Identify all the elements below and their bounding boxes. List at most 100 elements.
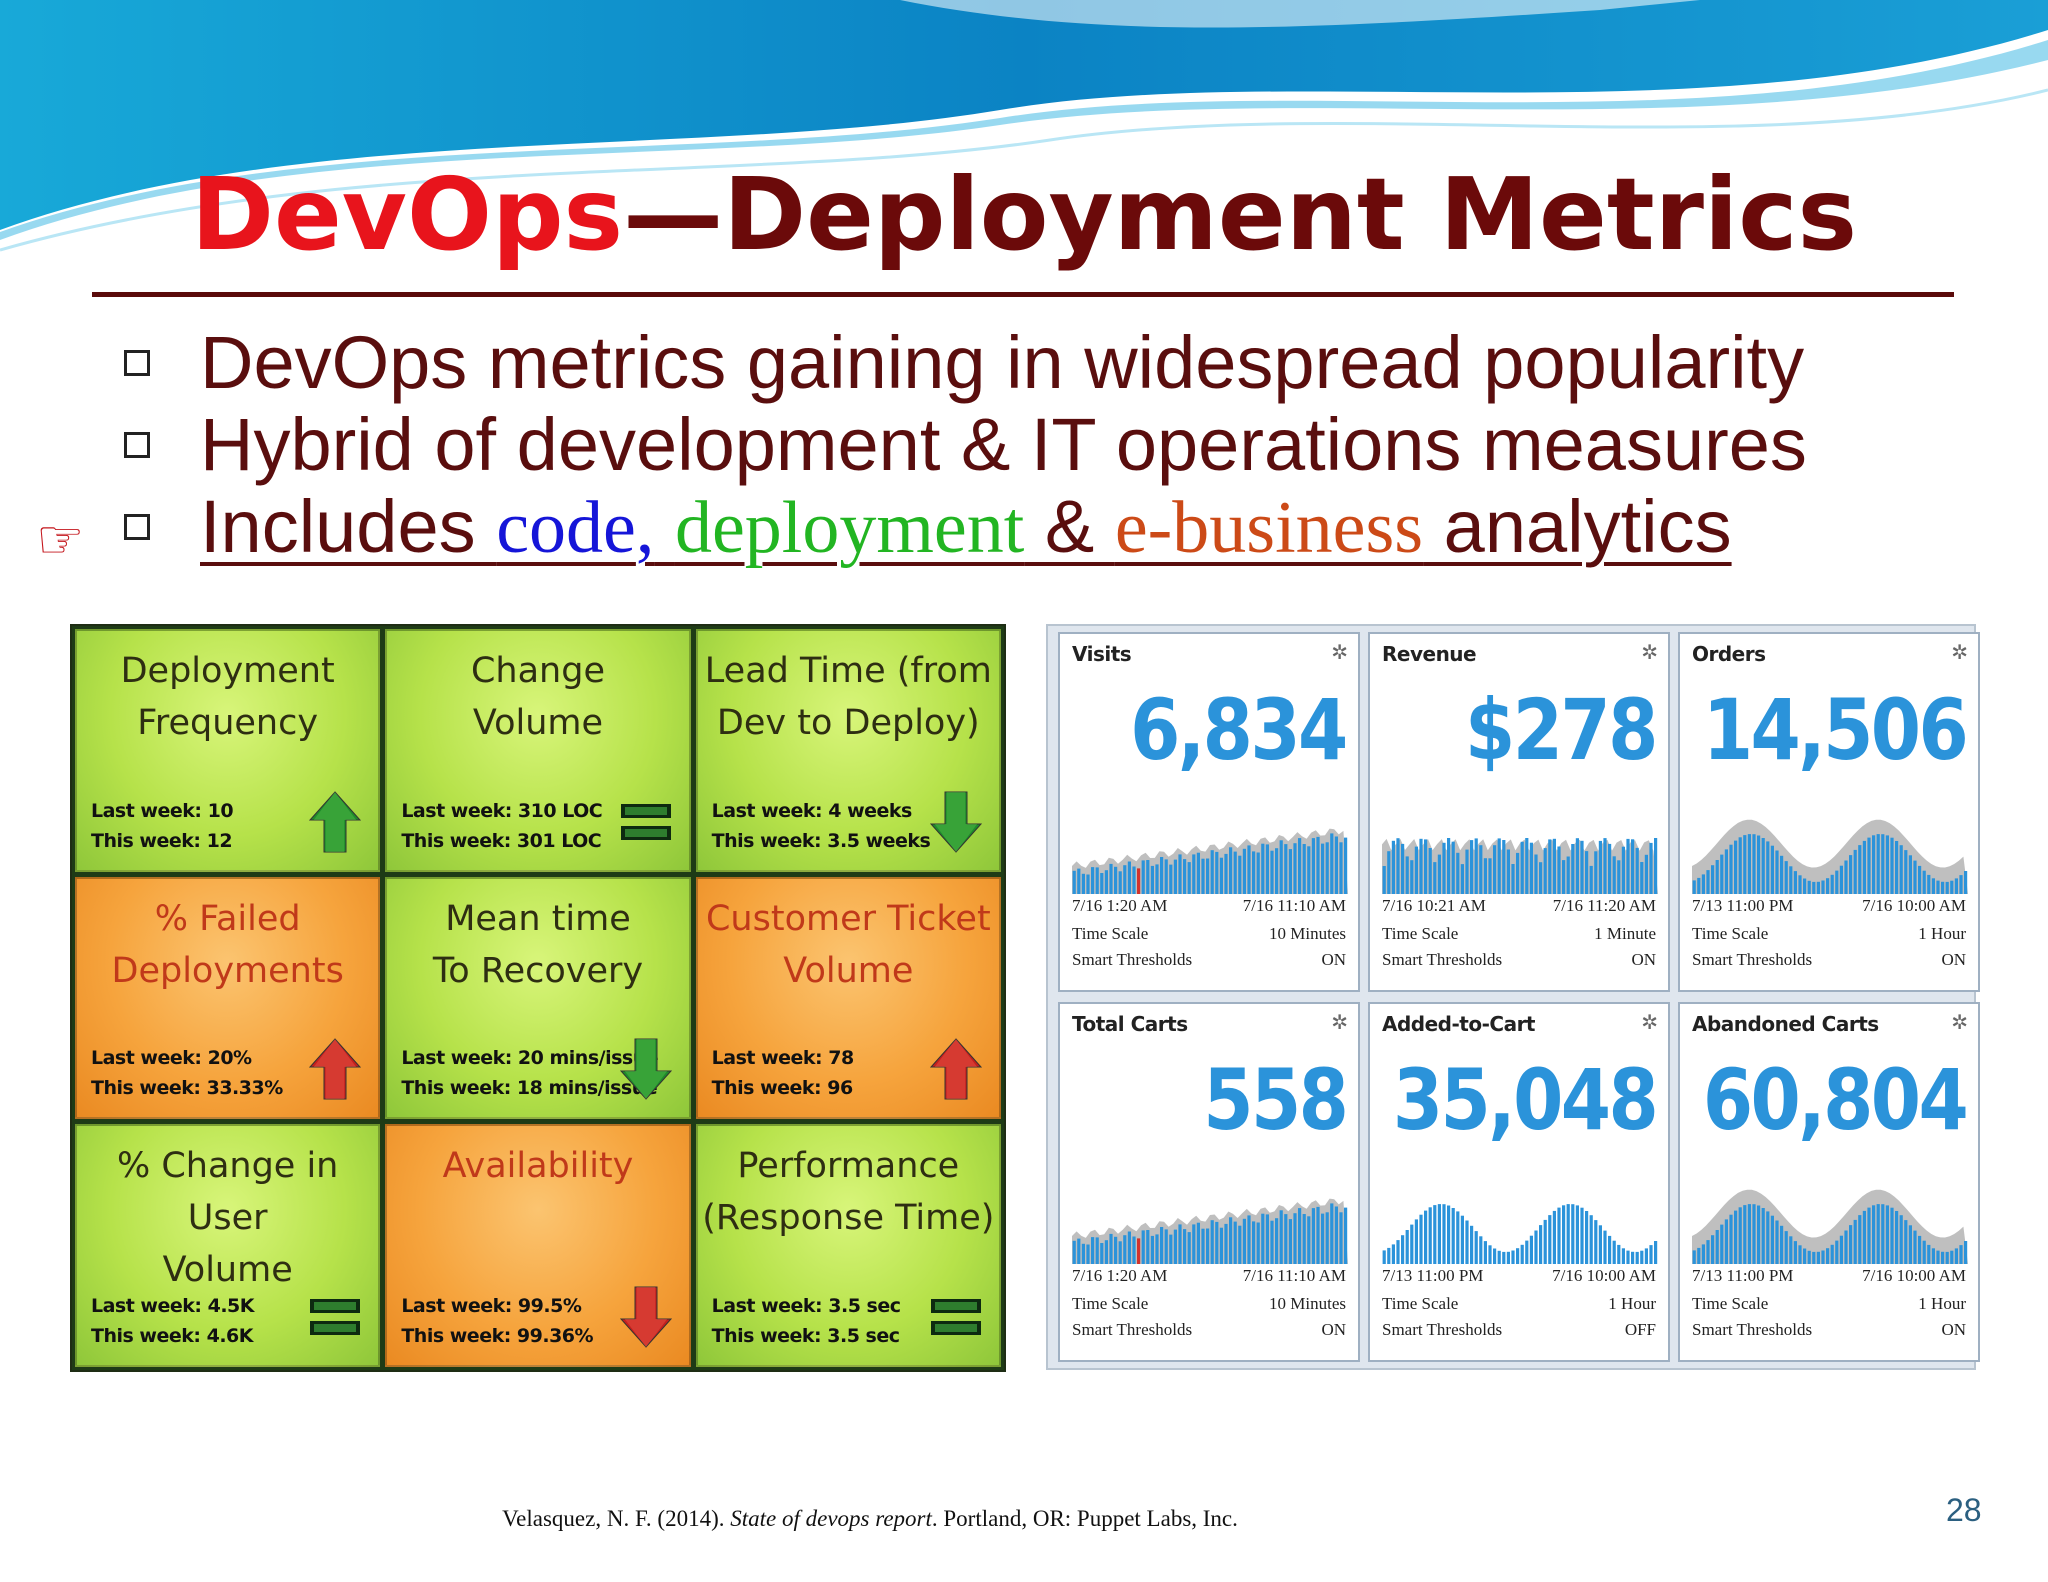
sparkline-bar <box>1575 838 1579 894</box>
threshold-band <box>1692 1189 1968 1264</box>
smart-thresholds-label: Smart Thresholds <box>1072 1320 1193 1339</box>
sparkline-bar <box>1424 839 1428 894</box>
sparkline-bar <box>1334 1206 1338 1264</box>
sparkline-bar <box>1775 1220 1779 1264</box>
sparkline-bar <box>1548 1215 1552 1264</box>
sparkline-bar <box>1470 1225 1474 1264</box>
sparkline-bar <box>1881 834 1885 894</box>
sparkline-bar <box>1428 848 1432 894</box>
sparkline-bar <box>1224 1223 1228 1264</box>
sparkline-bar <box>1164 859 1168 894</box>
sparkline-bar <box>1612 1240 1616 1264</box>
sparkline-bar <box>1904 850 1908 894</box>
equal-icon <box>308 1285 362 1349</box>
time-scale-row: Time Scale 10 Minutes <box>1072 924 1346 944</box>
sparkline-bar <box>1150 1235 1154 1264</box>
sparkline-bar <box>1437 854 1441 894</box>
sparkline-bar <box>1780 855 1784 894</box>
sparkline-bar <box>1557 846 1561 894</box>
sparkline-bar <box>1474 1231 1478 1264</box>
gear-icon[interactable]: ✲ <box>1951 1012 1968 1034</box>
sparkline-bar <box>1918 865 1922 894</box>
time-scale-row: Time Scale 1 Hour <box>1382 1294 1656 1314</box>
metric-value: 35,048 <box>1392 1051 1659 1149</box>
sparkline-bar <box>1543 1219 1547 1264</box>
sparkline-bar <box>1442 842 1446 894</box>
sparkline-bar <box>1428 1207 1432 1264</box>
sparkline-bar <box>1104 870 1108 894</box>
sparkline-bar <box>1155 1234 1159 1264</box>
analytics-card[interactable]: Revenue ✲ $278 7/16 10:21 AM 7/16 11:20 AM Ti… <box>1368 632 1670 992</box>
sparkline-bar <box>1552 838 1556 894</box>
sparkline-bar <box>1964 871 1968 894</box>
sparkline-bar <box>1160 1227 1164 1264</box>
threshold-band <box>1072 828 1348 894</box>
sparkline-bar <box>1311 838 1315 894</box>
sparkline-bar <box>1302 1214 1306 1264</box>
sparkline-bar <box>1603 838 1607 894</box>
time-scale-row: Time Scale 10 Minutes <box>1072 1294 1346 1314</box>
time-scale-value: 10 Minutes <box>1269 924 1346 943</box>
sparkline-bar <box>1137 1238 1141 1264</box>
metric-tile: Performance (Response Time) Last week: 3.… <box>695 1124 1001 1367</box>
gear-icon[interactable]: ✲ <box>1331 1012 1348 1034</box>
sparkline-bar <box>1520 1244 1524 1264</box>
checkbox-bullet-icon <box>124 350 150 376</box>
analytics-card[interactable]: Visits ✲ 6,834 7/16 1:20 AM 7/16 11:10 AM Tim… <box>1058 632 1360 992</box>
sparkline-bar <box>1091 867 1095 894</box>
sparkline-bar <box>1520 841 1524 894</box>
sparkline-bar <box>1766 841 1770 894</box>
time-range-row: 7/13 11:00 PM 7/16 10:00 AM <box>1382 1266 1656 1286</box>
sparkline-bar <box>1192 854 1196 894</box>
sparkline-bar <box>1433 862 1437 894</box>
gear-icon[interactable]: ✲ <box>1951 642 1968 664</box>
analytics-card[interactable]: Total Carts ✲ 558 7/16 1:20 AM 7/16 11:10 AM… <box>1058 1002 1360 1362</box>
sparkline-bar <box>1127 861 1131 894</box>
sparkline-bar <box>1539 862 1543 894</box>
sparkline-bar <box>1603 1230 1607 1264</box>
sparkline-bar <box>1608 843 1612 894</box>
sparkline-bar <box>1206 1228 1210 1264</box>
sparkline-bar <box>1387 1247 1391 1264</box>
metric-stats: Last week: 20 mins/issue This week: 18 mi… <box>401 1043 658 1103</box>
sparkline-bar <box>1548 839 1552 894</box>
time-scale-value: 1 Hour <box>1918 924 1966 943</box>
last-week-value: Last week: 310 LOC <box>401 799 603 822</box>
sparkline-bar <box>1876 1204 1880 1264</box>
citation-publisher: . Portland, OR: Puppet Labs, Inc. <box>931 1506 1238 1531</box>
sparkline-bar <box>1862 1210 1866 1264</box>
sparkline-bar <box>1789 1236 1793 1264</box>
sparkline-bar <box>1072 1240 1076 1264</box>
sparkline-bar <box>1442 1204 1446 1264</box>
sparkline-bar <box>1325 1212 1329 1264</box>
sparkline-bar <box>1835 1240 1839 1264</box>
sparkline-bar <box>1793 871 1797 894</box>
deployment-metrics-grid: Deployment Frequency Last week: 10 This we… <box>70 624 1006 1372</box>
sparkline-bar <box>1118 1241 1122 1264</box>
time-range-row: 7/16 10:21 AM 7/16 11:20 AM <box>1382 896 1656 916</box>
sparkline-bar <box>1585 851 1589 894</box>
analytics-card[interactable]: Abandoned Carts ✲ 60,804 7/13 11:00 PM 7/16 … <box>1678 1002 1980 1362</box>
sparkline-bar <box>1483 858 1487 894</box>
sparkline-bar <box>1562 1205 1566 1264</box>
sparkline-bar <box>1109 1233 1113 1264</box>
gear-icon[interactable]: ✲ <box>1641 1012 1658 1034</box>
sparkline-bar <box>1387 851 1391 894</box>
sparkline-bar <box>1483 1241 1487 1264</box>
smart-thresholds-label: Smart Thresholds <box>1382 1320 1503 1339</box>
sparkline-bar <box>1862 840 1866 894</box>
checkbox-bullet-icon <box>124 514 150 540</box>
sparkline-bar <box>1654 838 1658 894</box>
sparkline-bar <box>1812 1251 1816 1264</box>
analytics-card[interactable]: Orders ✲ 14,506 7/13 11:00 PM 7/16 10:00 AM T… <box>1678 632 1980 992</box>
sparkline-bar <box>1922 1240 1926 1264</box>
sparkline-bar <box>1798 875 1802 894</box>
sparkline-bar <box>1493 1248 1497 1264</box>
analytics-card[interactable]: Added-to-Cart ✲ 35,048 7/13 11:00 PM 7/16 10… <box>1368 1002 1670 1362</box>
sparkline-bar <box>1077 868 1081 894</box>
gear-icon[interactable]: ✲ <box>1641 642 1658 664</box>
equal-icon <box>619 790 673 854</box>
bullet-text: Hybrid of development & IT operations me… <box>200 403 1807 486</box>
sparkline-bar <box>1502 840 1506 894</box>
gear-icon[interactable]: ✲ <box>1331 642 1348 664</box>
